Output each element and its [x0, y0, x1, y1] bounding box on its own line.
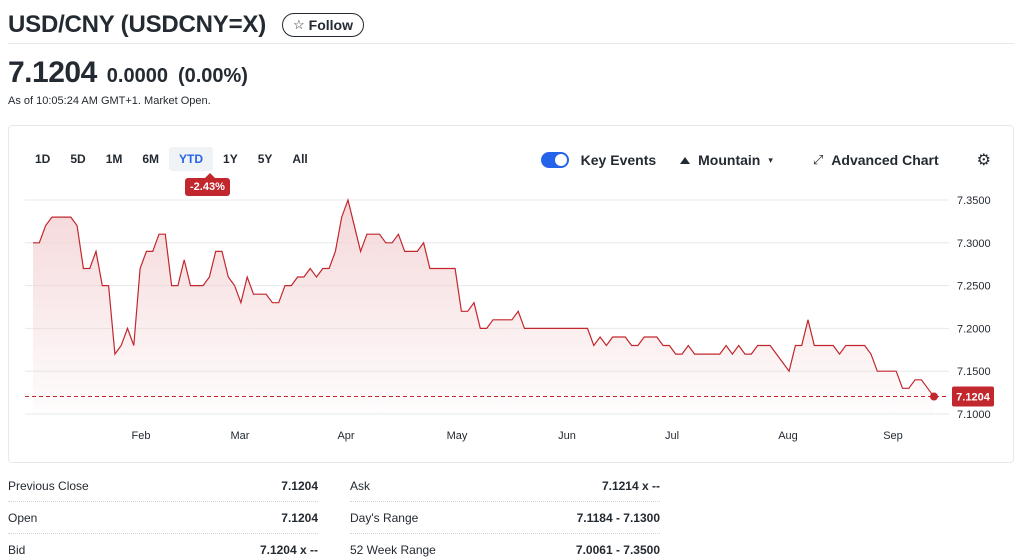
stat-row: Day's Range 7.1184 - 7.1300	[350, 502, 660, 534]
stat-row: Open 7.1204	[8, 502, 318, 534]
stat-label: Open	[8, 511, 37, 525]
y-tick-label: 7.3000	[957, 238, 991, 250]
y-tick-label: 7.3500	[957, 195, 991, 207]
price-chart[interactable]: 7.3500 7.3000 7.2500 7.2000 7.1500 7.1000 Feb M…	[9, 126, 1015, 464]
star-outline-icon: ☆	[293, 17, 305, 33]
y-tick-label: 7.1000	[957, 409, 991, 421]
y-tick-label: 7.1500	[957, 366, 991, 378]
page-title: USD/CNY (USDCNY=X)	[8, 11, 266, 39]
stat-value: 7.1214 x --	[602, 479, 660, 493]
stat-value: 7.1184 - 7.1300	[577, 511, 660, 525]
x-tick-label: Jun	[558, 430, 576, 442]
follow-label: Follow	[309, 17, 353, 33]
current-price: 7.1204	[8, 56, 97, 90]
stat-label: Bid	[8, 543, 25, 557]
follow-button[interactable]: ☆ Follow	[282, 13, 364, 37]
x-tick-label: May	[447, 430, 468, 442]
stats-left-column: Previous Close 7.1204 Open 7.1204 Bid 7.1204 …	[8, 470, 318, 560]
current-price-dot	[930, 393, 938, 401]
stat-label: Ask	[350, 479, 370, 493]
y-tick-label: 7.2000	[957, 323, 991, 335]
stat-value: 7.1204 x --	[260, 543, 318, 557]
price-area	[33, 200, 934, 414]
stat-value: 7.0061 - 7.3500	[576, 543, 660, 557]
stat-row: Previous Close 7.1204	[8, 470, 318, 502]
quote-header: USD/CNY (USDCNY=X) ☆ Follow	[8, 6, 1014, 44]
stat-row: Ask 7.1214 x --	[350, 470, 660, 502]
x-tick-label: Sep	[883, 430, 903, 442]
stat-value: 7.1204	[281, 511, 318, 525]
x-tick-label: Feb	[132, 430, 151, 442]
stat-row: Bid 7.1204 x --	[8, 534, 318, 560]
price-change-percent: (0.00%)	[178, 65, 248, 88]
x-tick-label: Apr	[337, 430, 354, 442]
quote-price-block: 7.1204 0.0000 (0.00%)	[8, 56, 248, 90]
y-tick-label: 7.2500	[957, 281, 991, 293]
x-tick-label: Mar	[231, 430, 250, 442]
stat-row: 52 Week Range 7.0061 - 7.3500	[350, 534, 660, 560]
stat-label: Previous Close	[8, 479, 89, 493]
x-tick-label: Jul	[665, 430, 679, 442]
market-status: As of 10:05:24 AM GMT+1. Market Open.	[8, 95, 211, 107]
stat-label: Day's Range	[350, 511, 418, 525]
price-change: 0.0000	[107, 65, 168, 88]
stat-value: 7.1204	[281, 479, 318, 493]
stats-right-column: Ask 7.1214 x -- Day's Range 7.1184 - 7.1300…	[350, 470, 660, 560]
current-price-tag-label: 7.1204	[956, 392, 991, 404]
stat-label: 52 Week Range	[350, 543, 436, 557]
chart-card: 1D 5D 1M 6M YTD 1Y 5Y All -2.43% Key Events Mou…	[8, 125, 1014, 463]
x-tick-label: Aug	[778, 430, 798, 442]
